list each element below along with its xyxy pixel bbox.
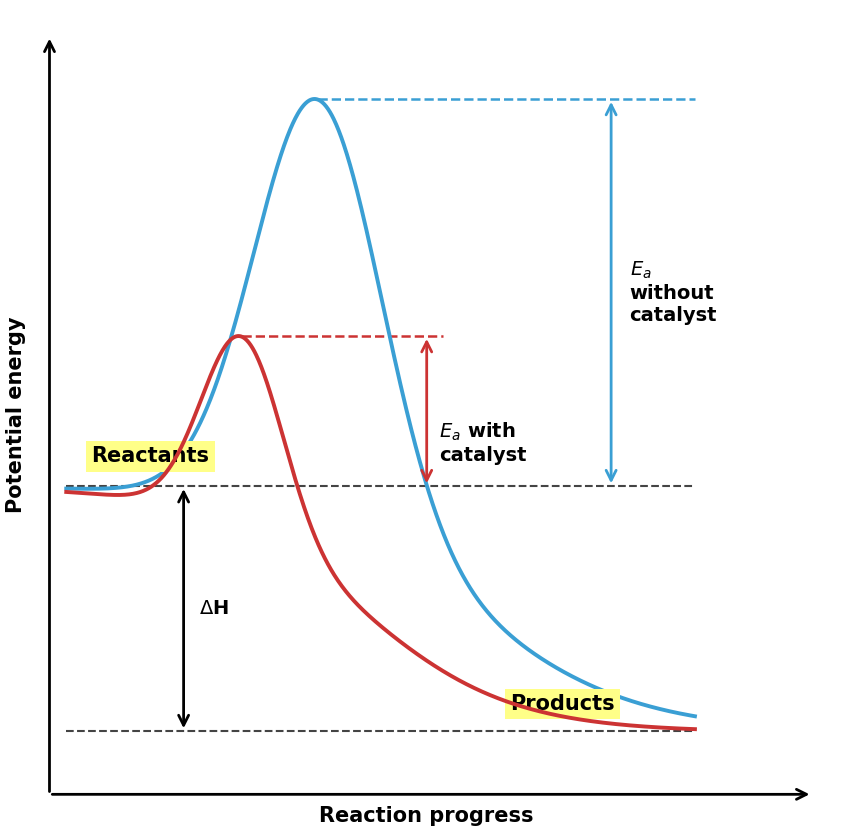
Text: Reactants: Reactants — [92, 447, 209, 467]
Text: Products: Products — [511, 694, 615, 714]
Text: $E_a$
without
catalyst: $E_a$ without catalyst — [630, 260, 717, 325]
Text: Reaction progress: Reaction progress — [320, 806, 534, 826]
Text: Potential energy: Potential energy — [6, 317, 26, 514]
Text: $E_a$ with
catalyst: $E_a$ with catalyst — [439, 421, 527, 465]
Text: $\Delta$H: $\Delta$H — [199, 599, 229, 618]
